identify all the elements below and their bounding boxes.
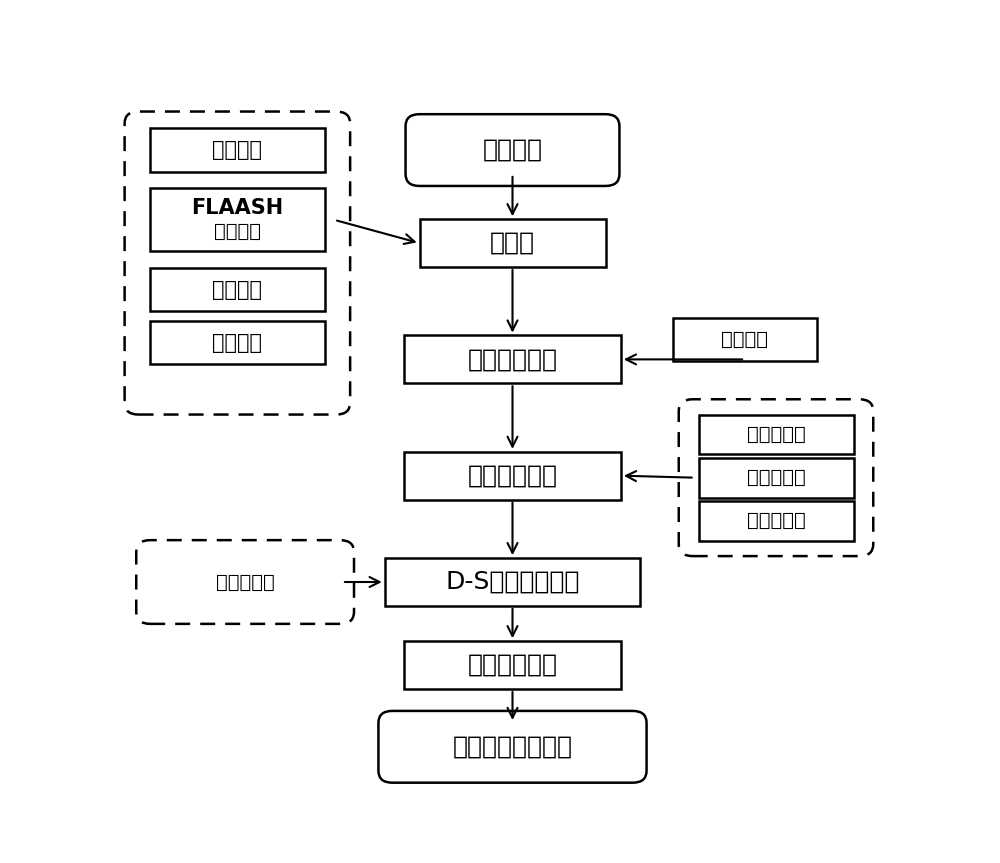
FancyBboxPatch shape — [385, 558, 640, 606]
Text: 大气校正: 大气校正 — [214, 222, 261, 241]
FancyBboxPatch shape — [378, 711, 647, 783]
FancyBboxPatch shape — [698, 414, 854, 455]
FancyBboxPatch shape — [404, 336, 621, 383]
FancyBboxPatch shape — [150, 268, 325, 312]
Text: 青岛全域地热制图: 青岛全域地热制图 — [452, 734, 572, 759]
FancyBboxPatch shape — [150, 188, 325, 251]
FancyBboxPatch shape — [404, 641, 621, 689]
Text: 遥感数据: 遥感数据 — [482, 138, 542, 162]
Text: 图像镶嵌: 图像镶嵌 — [212, 280, 262, 299]
FancyBboxPatch shape — [150, 129, 325, 172]
Text: 图像裁剪: 图像裁剪 — [212, 333, 262, 353]
Text: 单窗算法: 单窗算法 — [722, 330, 768, 349]
FancyBboxPatch shape — [136, 540, 354, 624]
FancyBboxPatch shape — [679, 400, 873, 556]
FancyBboxPatch shape — [673, 318, 817, 361]
FancyBboxPatch shape — [150, 321, 325, 364]
Text: 构造缓冲区: 构造缓冲区 — [216, 572, 274, 591]
Text: 预处理: 预处理 — [490, 231, 535, 255]
Text: 辐射定标: 辐射定标 — [212, 140, 262, 160]
FancyBboxPatch shape — [406, 114, 619, 186]
Text: 圈定热异常区: 圈定热异常区 — [468, 653, 558, 677]
Text: 高程分区法: 高程分区法 — [747, 512, 805, 531]
Text: 地表温度反演: 地表温度反演 — [468, 348, 558, 371]
Text: 局部分块法: 局部分块法 — [747, 469, 805, 488]
Text: 提取热异常区: 提取热异常区 — [468, 463, 558, 488]
FancyBboxPatch shape — [420, 219, 606, 267]
Text: FLAASH: FLAASH — [191, 198, 283, 218]
Text: D-S证据理论融合: D-S证据理论融合 — [445, 570, 580, 594]
FancyBboxPatch shape — [698, 457, 854, 498]
Text: 全局阈值法: 全局阈值法 — [747, 425, 805, 444]
FancyBboxPatch shape — [404, 451, 621, 500]
FancyBboxPatch shape — [698, 501, 854, 541]
FancyBboxPatch shape — [125, 111, 350, 414]
